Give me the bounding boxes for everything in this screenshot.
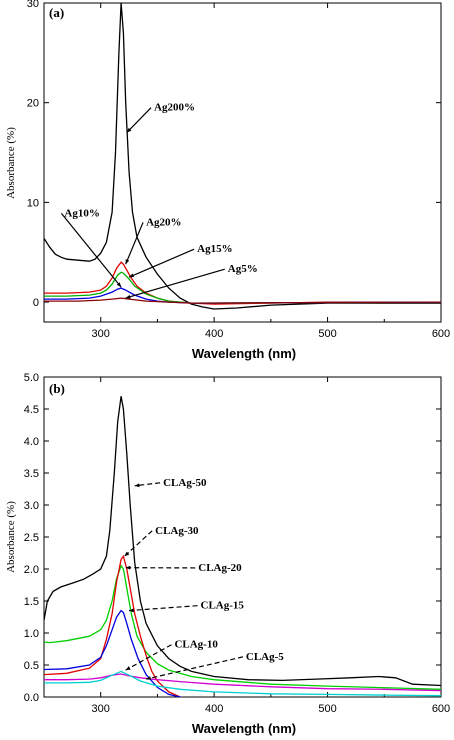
annotation-arrowhead <box>146 676 152 680</box>
x-tick-label: 400 <box>205 703 223 715</box>
series-line-clag-10 <box>44 673 441 692</box>
series-label: Ag20% <box>146 216 181 228</box>
series-line-ag200- <box>44 3 441 310</box>
panel-b-xlabel: Wavelength (nm) <box>192 721 296 736</box>
axes-frame <box>43 2 442 323</box>
y-tick-label: 0.5 <box>24 660 39 672</box>
annotation-arrowhead <box>125 294 131 299</box>
y-tick-label: 4.0 <box>24 436 39 448</box>
y-tick-label: 1.0 <box>24 628 39 640</box>
panel-a-ylabel: Absorbance (%) <box>5 127 17 199</box>
x-tick-label: 300 <box>92 703 110 715</box>
annotation-arrowhead <box>134 483 140 488</box>
annotation-arrowhead <box>129 273 135 278</box>
series-label: CLAg-15 <box>201 600 245 612</box>
panel-a-label: (a) <box>49 5 64 20</box>
y-tick-label: 20 <box>27 98 39 110</box>
annotation-arrowhead <box>126 127 132 133</box>
chart-panel-a: (a) Wavelength (nm) Absorbance (%) 300 40… <box>5 0 450 361</box>
series-label: CLAg-5 <box>246 651 284 663</box>
annotation-arrowhead <box>125 666 131 671</box>
series-line-clag-50 <box>44 396 441 687</box>
series-label: Ag10% <box>64 207 99 219</box>
x-tick-label: 500 <box>318 703 336 715</box>
x-tick-label: 600 <box>432 703 450 715</box>
series-line-clag-5 <box>44 670 441 697</box>
y-tick-label: 2.5 <box>24 532 39 544</box>
x-tick-label: 500 <box>318 328 336 340</box>
panel-b-label: (b) <box>49 381 65 396</box>
annotation-leader <box>145 656 244 680</box>
chart-panel-b: (b) Wavelength (nm) Absorbance (%) 300 40… <box>5 372 450 736</box>
annotation-arrowhead <box>129 608 134 613</box>
annotation-leader <box>125 222 144 265</box>
series-line-clag-20 <box>44 564 441 690</box>
y-tick-label: 3.5 <box>24 468 39 480</box>
annotation-arrowhead <box>124 551 130 557</box>
y-tick-label: 0 <box>33 297 39 309</box>
y-tick-label: 5.0 <box>24 372 39 384</box>
y-tick-label: 4.5 <box>24 404 39 416</box>
annotation-leader <box>125 644 172 671</box>
y-tick-label: 3.0 <box>24 500 39 512</box>
y-tick-label: 10 <box>27 197 39 209</box>
annotation-arrowhead <box>125 259 130 265</box>
series-line-ag5- <box>44 297 441 304</box>
y-tick-label: 1.5 <box>24 596 39 608</box>
annotation-leader <box>134 482 161 487</box>
x-tick-label: 400 <box>205 328 223 340</box>
annotation-leader <box>124 530 153 557</box>
series-line-clag-30 <box>44 554 183 697</box>
series-line-ag15- <box>44 271 441 304</box>
annotation-leader <box>128 248 195 278</box>
annotation-arrowhead <box>116 282 122 288</box>
series-line-clag-15 <box>44 609 183 697</box>
x-tick-label: 300 <box>92 328 110 340</box>
series-label: CLAg-50 <box>163 477 207 489</box>
series-line-ag10- <box>44 287 441 304</box>
series-line-ag20- <box>44 261 441 305</box>
series-label: CLAg-10 <box>174 639 218 651</box>
x-tick-label: 600 <box>432 328 450 340</box>
y-tick-label: 0.0 <box>24 692 39 704</box>
annotation-leader <box>129 605 198 612</box>
series-label: Ag200% <box>154 102 195 114</box>
panel-a-xlabel: Wavelength (nm) <box>192 346 296 361</box>
series-label: Ag5% <box>228 263 258 275</box>
annotation-leader <box>125 268 225 299</box>
series-label: CLAg-20 <box>198 562 242 574</box>
annotation-leader <box>60 212 122 288</box>
series-label: CLAg-30 <box>155 525 199 537</box>
series-label: Ag15% <box>197 243 232 255</box>
annotation-leader <box>126 107 152 134</box>
panel-b-ylabel: Absorbance (%) <box>5 501 17 573</box>
annotation-arrowhead <box>125 565 131 570</box>
y-tick-label: 2.0 <box>24 564 39 576</box>
y-tick-label: 30 <box>27 0 39 10</box>
